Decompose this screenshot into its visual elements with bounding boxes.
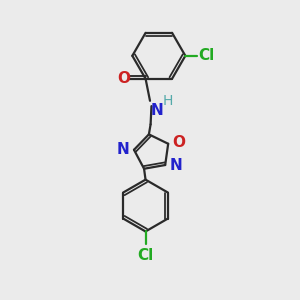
Text: N: N — [117, 142, 130, 157]
Text: N: N — [151, 103, 163, 118]
Text: N: N — [169, 158, 182, 173]
Text: O: O — [118, 71, 130, 86]
Text: O: O — [172, 135, 185, 150]
Text: Cl: Cl — [199, 48, 215, 63]
Text: H: H — [162, 94, 173, 108]
Text: Cl: Cl — [137, 248, 154, 263]
